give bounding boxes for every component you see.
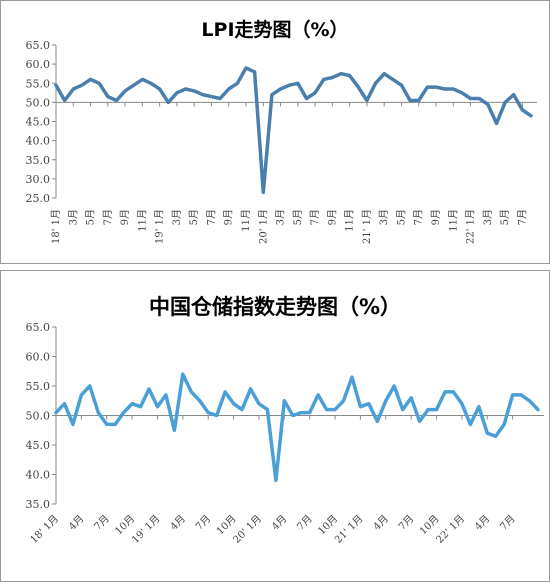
x-tick-label: 5月 [395,209,407,225]
x-tick-label: 7月 [205,209,217,225]
x-tick-label: 3月 [378,209,390,225]
x-tick-label: 9月 [119,209,131,225]
x-tick-label: 3月 [275,209,287,225]
y-tick-label: 45.0 [26,439,51,452]
x-tick-label: 5月 [292,209,304,225]
x-tick-label: 7月 [516,209,528,225]
x-tick-label: 11月 [344,209,356,232]
x-tick-label: 18' 1月 [50,209,62,244]
x-tick-label: 7月 [396,513,416,533]
x-tick-label: 7月 [193,513,213,533]
y-tick-label: 50.0 [26,410,51,423]
x-tick-label: 22' 1月 [465,209,477,244]
x-tick-label: 4月 [168,513,188,533]
y-tick-label: 30.0 [26,173,51,186]
y-tick-label: 55.0 [26,77,51,90]
x-tick-label: 9月 [223,209,235,225]
y-tick-label: 40.0 [26,469,51,482]
x-tick-label: 11月 [447,209,459,232]
series-line [54,372,540,483]
x-tick-label: 19' 1月 [129,513,162,546]
y-tick-label: 40.0 [26,135,51,148]
x-tick-label: 19' 1月 [154,209,166,244]
x-tick-label: 21' 1月 [361,209,373,244]
y-tick-label: 45.0 [26,116,51,129]
x-tick-label: 7月 [102,209,114,225]
x-tick-label: 11月 [136,209,148,232]
x-tick-label: 4月 [66,513,86,533]
y-tick-label: 65.0 [26,321,51,334]
x-tick-label: 20' 1月 [257,209,269,244]
x-tick-label: 7月 [92,513,112,533]
x-tick-label: 4月 [269,513,289,533]
lpi-chart-panel: LPI走势图（%） 65.0 60.0 55.0 50.0 45.0 40.0 35.0 30… [0,0,550,264]
y-tick-label: 55.0 [26,380,51,393]
x-tick-label: 3月 [482,209,494,225]
lpi-chart: 65.0 60.0 55.0 50.0 45.0 40.0 35.0 30.0 25.0 18' … [26,39,537,244]
y-tick-label: 60.0 [26,351,51,364]
x-tick-label: 4月 [371,513,391,533]
x-tick-label: 7月 [309,209,321,225]
x-tick-label: 22' 1月 [434,513,467,546]
warehouse-chart: 65.060.055.050.045.040.035.018' 1月 4月 7月 10… [26,321,544,546]
x-tick-label: 9月 [326,209,338,225]
x-tick-label: 3月 [67,209,79,225]
series-line [54,66,533,195]
x-tick-label: 4月 [472,513,492,533]
x-tick-label: 9月 [430,209,442,225]
y-tick-label: 35.0 [26,154,51,167]
x-tick-label: 21' 1月 [332,513,365,546]
x-tick-label: 18' 1月 [28,513,61,546]
x-tick-label: 7月 [295,513,315,533]
x-tick-label: 5月 [188,209,200,225]
x-tick-label: 5月 [499,209,511,225]
x-tick-label: 11月 [240,209,252,232]
x-tick-label: 7月 [498,513,518,533]
y-tick-label: 65.0 [26,39,51,52]
y-tick-label: 60.0 [26,58,51,71]
y-tick-label: 50.0 [26,96,51,109]
warehouse-chart-panel: 中国仓储指数走势图（%） 65.0 60.0 55.0 50.0 45.0 40.0 35.… [0,270,550,582]
x-tick-label: 20' 1月 [231,513,264,546]
x-tick-label: 5月 [85,209,97,225]
warehouse-chart-title: 中国仓储指数走势图（%） [148,295,402,319]
x-tick-label: 7月 [413,209,425,225]
y-tick-label: 35.0 [26,498,51,511]
x-tick-label: 3月 [171,209,183,225]
y-tick-label: 25.0 [26,192,51,205]
lpi-chart-title: LPI走势图（%） [201,19,349,41]
